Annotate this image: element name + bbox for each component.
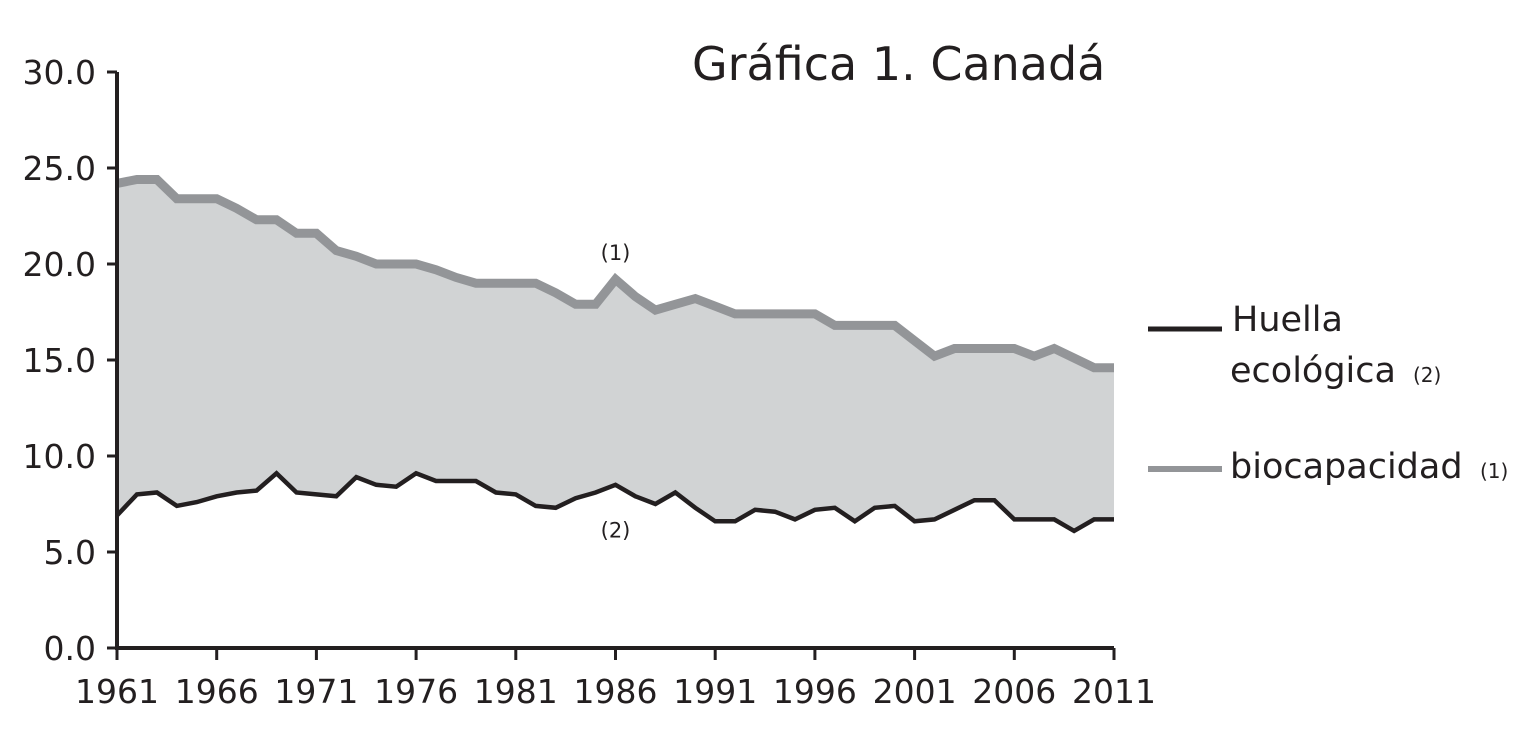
annotation-footprint: (2) — [601, 518, 631, 542]
huella-ecologica-line — [115, 470, 1114, 534]
x-tick-label: 1991 — [673, 672, 757, 711]
x-tick-label: 1966 — [175, 672, 259, 711]
legend-label-huella-line2: ecológica — [1230, 351, 1396, 391]
chart-title: Gráfica 1. Canadá — [692, 37, 1105, 91]
legend-note-huella: (2) — [1413, 363, 1441, 387]
x-axis-ticks: 1961 1966 1971 1976 1981 1986 1991 1996 2001 2006… — [75, 648, 1156, 711]
annotation-biocapacity: (1) — [601, 241, 631, 265]
biocapacidad-line — [116, 175, 1114, 373]
y-tick-label: 20.0 — [23, 245, 96, 284]
legend: Huella ecológica (2) biocapacidad (1) — [1148, 300, 1508, 487]
x-tick-label: 1976 — [374, 672, 458, 711]
x-tick-label: 1986 — [574, 672, 658, 711]
x-tick-label: 2001 — [873, 672, 957, 711]
legend-label-biocapacidad: biocapacidad — [1230, 447, 1463, 487]
legend-label-huella-line1: Huella — [1232, 300, 1343, 340]
y-tick-label: 5.0 — [44, 533, 96, 572]
x-tick-label: 2011 — [1072, 672, 1156, 711]
y-tick-label: 0.0 — [44, 629, 96, 668]
x-tick-label: 1971 — [274, 672, 358, 711]
x-tick-label: 2006 — [972, 672, 1056, 711]
x-tick-label: 1981 — [474, 672, 558, 711]
y-tick-label: 15.0 — [23, 341, 96, 380]
legend-note-biocapacidad: (1) — [1480, 459, 1508, 483]
y-tick-label: 25.0 — [23, 149, 96, 188]
y-tick-label: 30.0 — [23, 53, 96, 92]
biocapacity-band-fill — [117, 179, 1114, 531]
x-tick-label: 1996 — [773, 672, 857, 711]
y-axis-ticks: 0.0 5.0 10.0 15.0 20.0 25.0 30.0 — [23, 53, 117, 668]
x-tick-label: 1961 — [75, 672, 159, 711]
y-tick-label: 10.0 — [23, 437, 96, 476]
